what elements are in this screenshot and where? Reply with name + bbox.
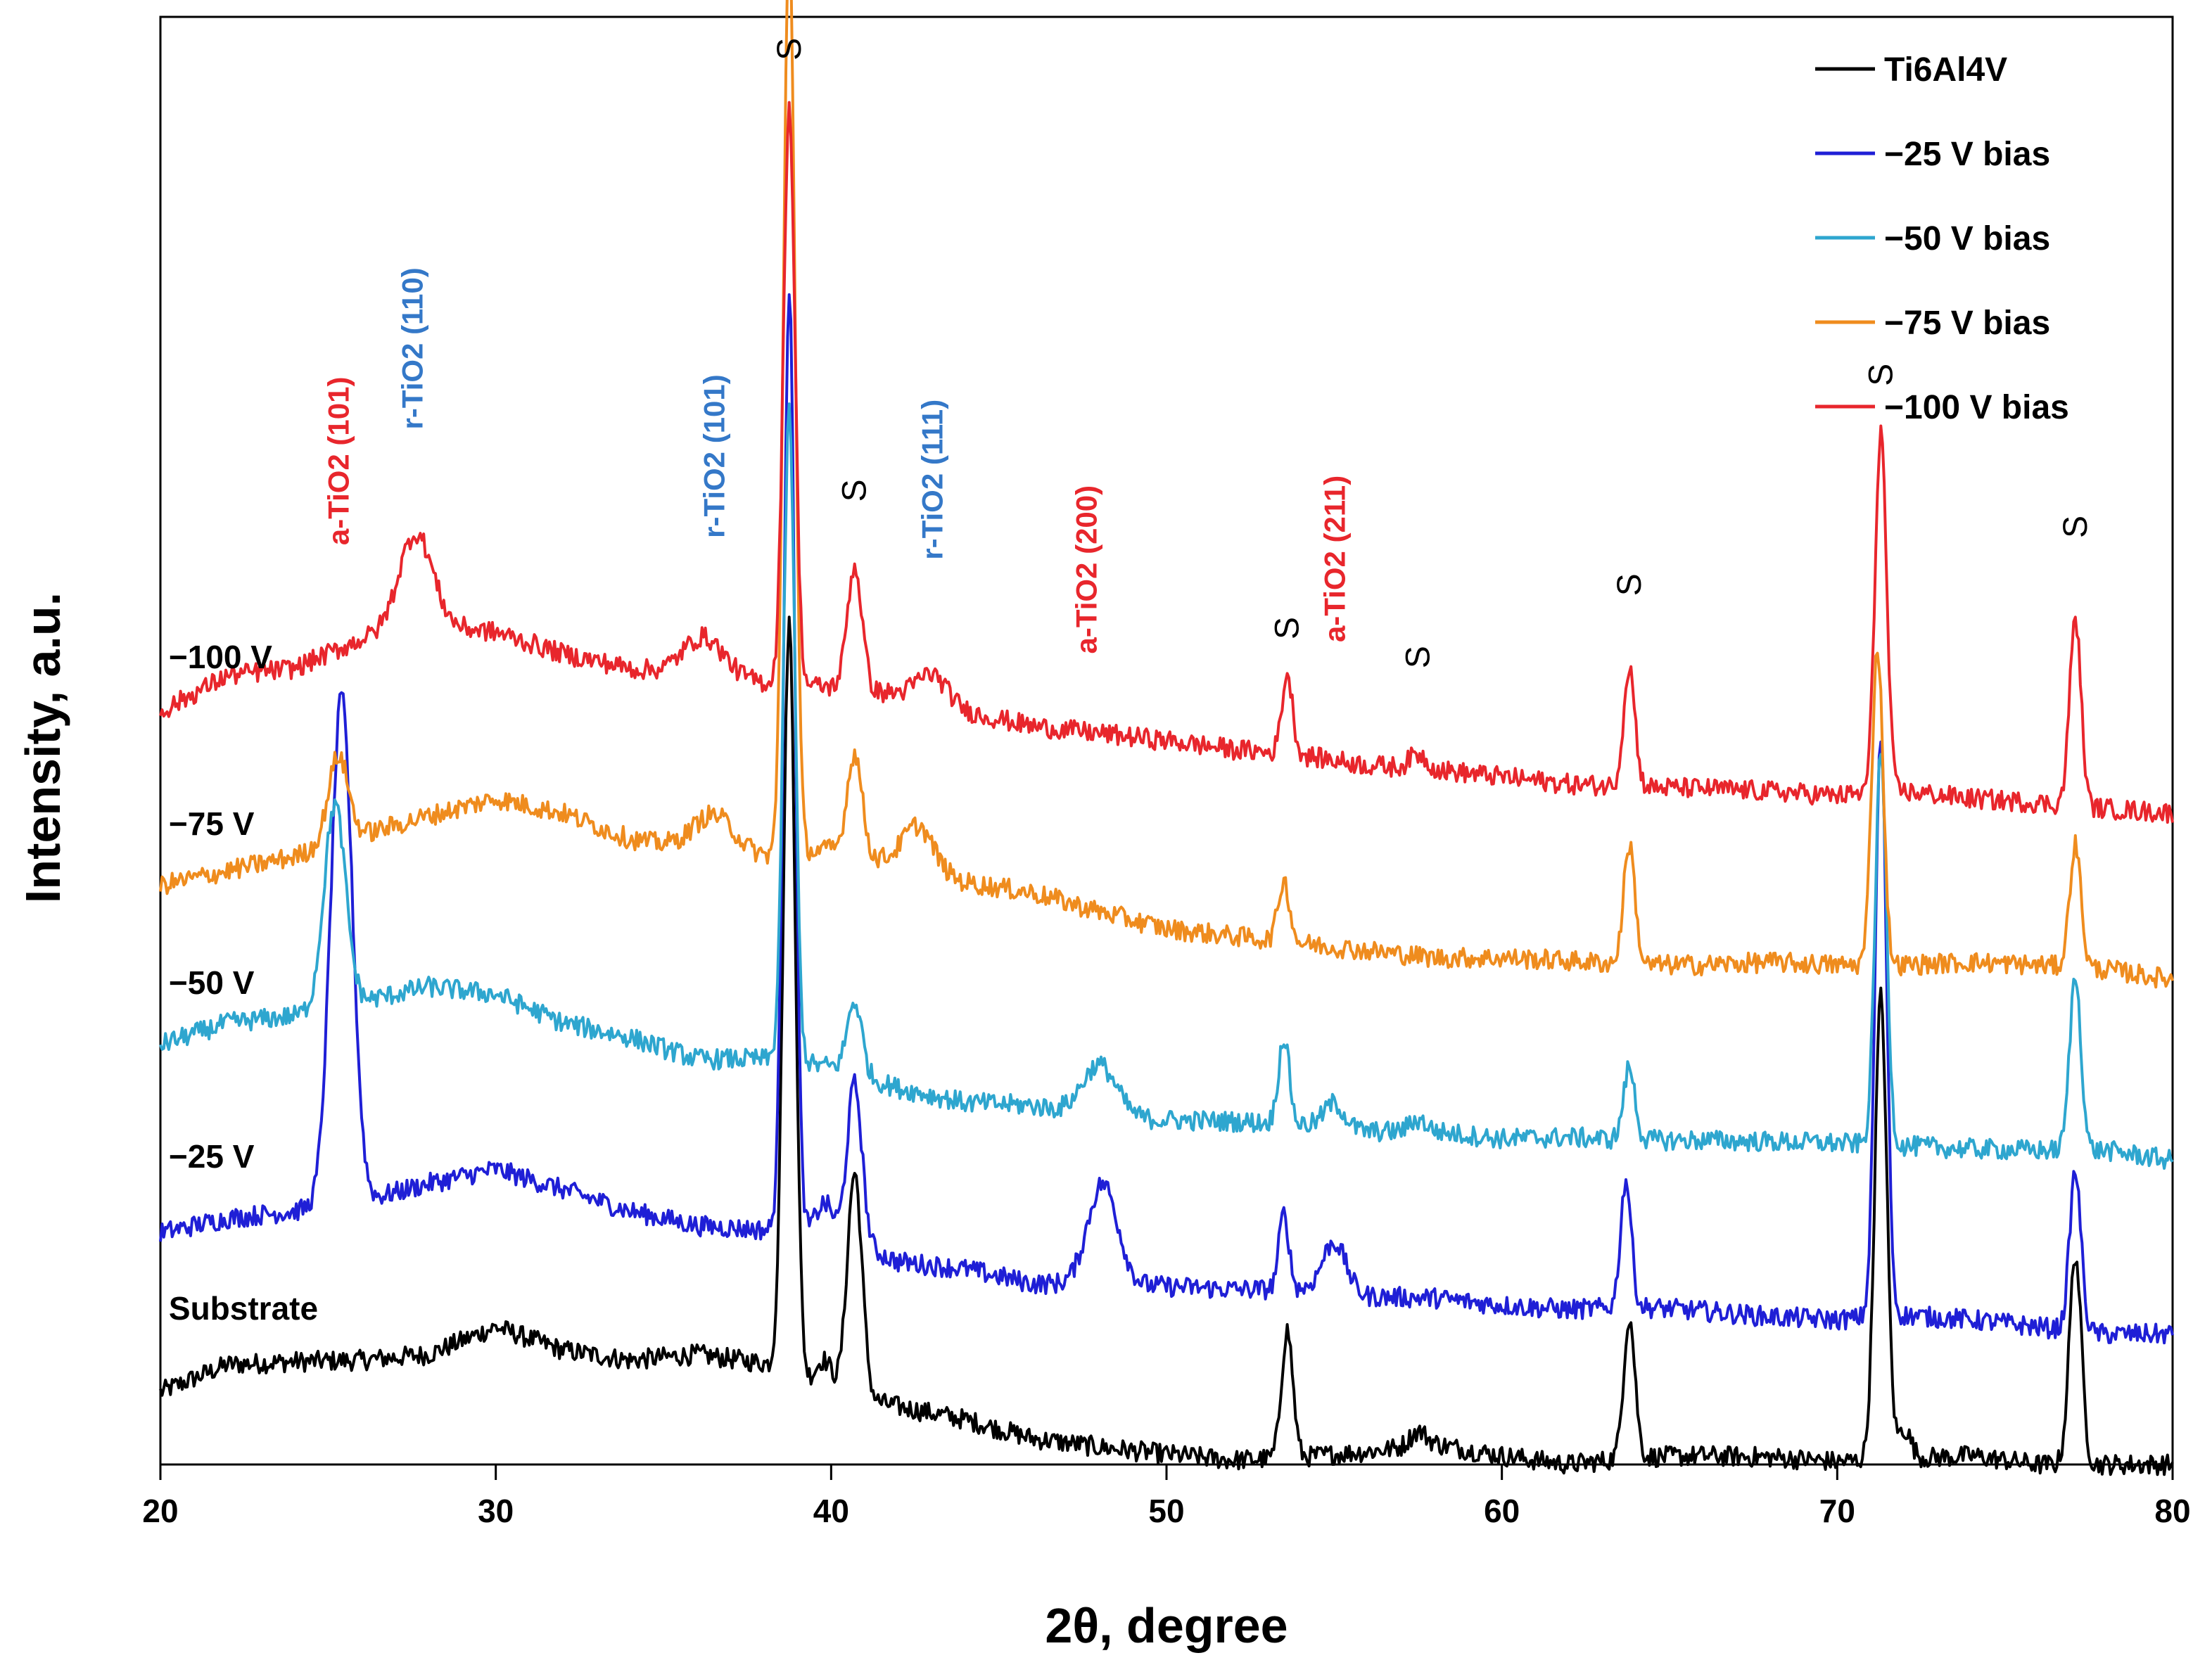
legend: Ti6Al4V −25 V bias −50 V bias −75 V bias −10… bbox=[1815, 51, 2069, 426]
legend-entry-3: −75 V bias bbox=[1884, 305, 2050, 342]
substrate-peak-mark: S bbox=[2057, 516, 2095, 538]
curve-label-2: −50 V bbox=[169, 964, 255, 1001]
x-tick-label: 40 bbox=[813, 1493, 849, 1529]
series-line-4 bbox=[159, 101, 2174, 824]
substrate-peak-mark: S bbox=[771, 38, 808, 60]
curve-labels: Substrate −25 V −50 V −75 V −100 V bbox=[169, 639, 318, 1327]
curve-label-1: −25 V bbox=[169, 1138, 255, 1175]
curve-label-4: −100 V bbox=[169, 639, 272, 675]
phase-label: r-TiO2 (111) bbox=[915, 400, 948, 560]
annotations: a-TiO2 (101) r-TiO2 (110) r-TiO2 (101) r-Ti… bbox=[322, 38, 2095, 668]
series-line-2 bbox=[159, 402, 2174, 1170]
substrate-peak-mark: S bbox=[1400, 646, 1437, 668]
substrate-peak-mark: S bbox=[1269, 617, 1307, 639]
x-tick-label: 50 bbox=[1148, 1493, 1184, 1529]
curves bbox=[159, 0, 2174, 1476]
x-axis-title: 2θ, degree bbox=[1045, 1598, 1288, 1653]
phase-label: r-TiO2 (110) bbox=[396, 267, 429, 429]
legend-entry-4: −100 V bias bbox=[1884, 389, 2069, 426]
phase-label: a-TiO2 (200) bbox=[1070, 485, 1103, 654]
legend-entry-2: −50 V bias bbox=[1884, 220, 2050, 257]
curve-label-0: Substrate bbox=[169, 1290, 318, 1327]
substrate-peak-mark: S bbox=[837, 479, 874, 502]
phase-label: r-TiO2 (101) bbox=[698, 374, 731, 538]
legend-entry-1: −25 V bias bbox=[1884, 136, 2050, 173]
y-axis-title: Intensity, a.u. bbox=[15, 592, 70, 903]
curve-label-3: −75 V bbox=[169, 805, 255, 842]
phase-label: a-TiO2 (101) bbox=[322, 377, 355, 546]
series-line-3 bbox=[159, 0, 2174, 989]
x-tick-label: 60 bbox=[1484, 1493, 1520, 1529]
substrate-peak-mark: S bbox=[1611, 573, 1648, 596]
x-axis-ticks: 20 30 40 50 60 70 80 bbox=[142, 1464, 2191, 1529]
series-line-1 bbox=[159, 293, 2174, 1345]
x-tick-label: 70 bbox=[1819, 1493, 1855, 1529]
x-tick-label: 80 bbox=[2154, 1493, 2190, 1529]
series-line-0 bbox=[159, 615, 2174, 1476]
legend-entry-0: Ti6Al4V bbox=[1884, 51, 2007, 89]
x-tick-label: 20 bbox=[142, 1493, 178, 1529]
x-tick-label: 30 bbox=[478, 1493, 514, 1529]
phase-label: a-TiO2 (211) bbox=[1318, 476, 1351, 642]
substrate-peak-mark: S bbox=[1862, 364, 1900, 386]
axes: 20 30 40 50 60 70 80 2θ, degree Intensity, a.u… bbox=[15, 592, 2191, 1653]
